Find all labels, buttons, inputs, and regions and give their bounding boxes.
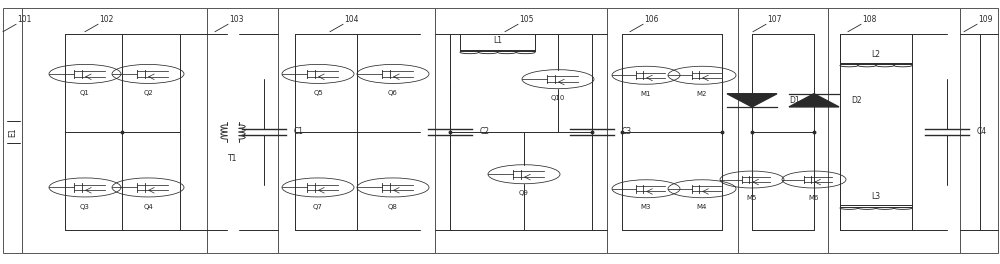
- Bar: [607, 8, 738, 253]
- Text: D1: D1: [789, 96, 800, 105]
- Text: 102: 102: [99, 15, 113, 24]
- Bar: [22, 8, 207, 253]
- Text: D2: D2: [851, 96, 862, 105]
- Text: Q7: Q7: [313, 204, 323, 210]
- Bar: [738, 8, 828, 253]
- Text: 103: 103: [229, 15, 244, 24]
- Text: 101: 101: [17, 15, 31, 24]
- Text: C2: C2: [480, 128, 490, 136]
- Text: M1: M1: [641, 91, 651, 97]
- Text: Q9: Q9: [519, 190, 529, 196]
- Text: Q5: Q5: [313, 90, 323, 96]
- Text: C1: C1: [294, 128, 304, 136]
- Text: M5: M5: [747, 195, 757, 201]
- Text: 105: 105: [519, 15, 534, 24]
- Text: M2: M2: [697, 91, 707, 97]
- Text: L3: L3: [871, 192, 881, 201]
- Text: Q6: Q6: [388, 90, 398, 96]
- Text: Q1: Q1: [80, 90, 90, 96]
- Text: L2: L2: [872, 50, 881, 59]
- Text: C4: C4: [977, 128, 987, 136]
- Bar: [435, 8, 607, 253]
- Text: 108: 108: [862, 15, 876, 24]
- Text: T1: T1: [228, 154, 238, 163]
- Text: 106: 106: [644, 15, 658, 24]
- Bar: [828, 8, 960, 253]
- Text: M4: M4: [697, 204, 707, 210]
- Bar: [3, 8, 22, 253]
- Text: Q10: Q10: [551, 95, 565, 101]
- Text: 104: 104: [344, 15, 358, 24]
- Text: Q2: Q2: [143, 90, 153, 96]
- Text: C3: C3: [622, 128, 632, 136]
- Polygon shape: [727, 94, 777, 107]
- Text: Q4: Q4: [143, 204, 153, 210]
- Text: L1: L1: [493, 36, 502, 45]
- Text: 109: 109: [978, 15, 992, 24]
- Bar: [278, 8, 435, 253]
- Text: M6: M6: [809, 195, 819, 201]
- Text: E1: E1: [8, 127, 18, 137]
- Bar: [960, 8, 998, 253]
- Text: Q8: Q8: [388, 204, 398, 210]
- Text: M3: M3: [641, 204, 651, 210]
- Text: 107: 107: [767, 15, 782, 24]
- Bar: [207, 8, 278, 253]
- Text: Q3: Q3: [80, 204, 90, 210]
- Polygon shape: [789, 94, 839, 107]
